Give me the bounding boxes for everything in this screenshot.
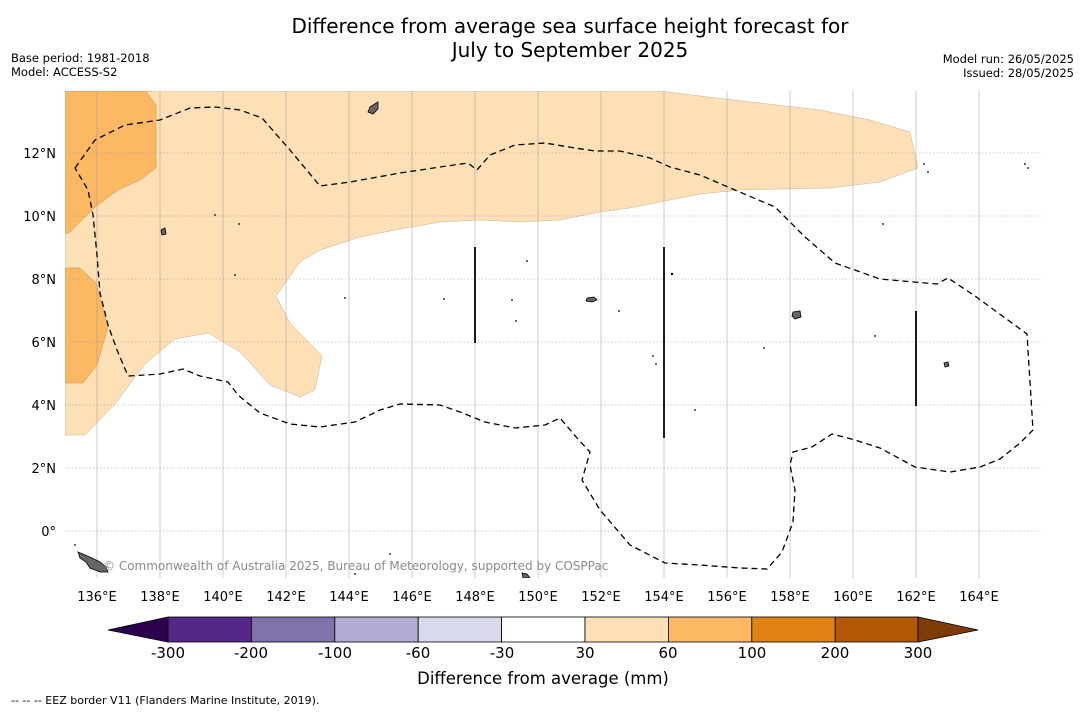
lon-label: 138°E xyxy=(140,590,180,605)
base-period-text: Base period: 1981-2018 xyxy=(11,51,150,65)
meta-right: Model run: 26/05/2025 Issued: 28/05/2025 xyxy=(943,52,1074,80)
lon-label: 160°E xyxy=(833,590,873,605)
model-run-text: Model run: 26/05/2025 xyxy=(942,52,1074,66)
lat-label: 12°N xyxy=(23,147,56,162)
meta-left: Base period: 1981-2018 Model: ACCESS-S2 xyxy=(11,51,150,79)
island-guam xyxy=(367,101,379,115)
lon-label: 148°E xyxy=(455,590,495,605)
colorbar-swatch xyxy=(501,616,586,643)
colorbar-tick-label: 100 xyxy=(738,644,767,662)
lat-label: 10°N xyxy=(23,210,56,225)
lon-label: 142°E xyxy=(266,590,306,605)
colorbar-tick-label: -30 xyxy=(490,644,515,662)
colorbar-tick-labels: -300 -200 -100 -60 -30 30 60 100 200 300 xyxy=(151,644,932,662)
colorbar-swatch xyxy=(167,616,252,643)
issued-text: Issued: 28/05/2025 xyxy=(963,66,1074,80)
island-small-south xyxy=(521,572,531,578)
colorbar-tick-label: 30 xyxy=(575,644,594,662)
maritime-boundary-segments xyxy=(474,247,917,438)
island-new-guinea-part xyxy=(77,551,109,573)
lon-label: 164°E xyxy=(959,590,999,605)
island-yap xyxy=(160,227,167,236)
colorbar-tick-label: -300 xyxy=(151,644,185,662)
anomaly-region-60-100-north xyxy=(65,91,157,235)
lat-label: 6°N xyxy=(32,336,57,351)
colorbar-swatch xyxy=(107,616,169,643)
lon-label: 144°E xyxy=(329,590,369,605)
island-pohnpei xyxy=(791,310,802,320)
colorbar-tick-label: -60 xyxy=(406,644,431,662)
lon-label: 162°E xyxy=(896,590,936,605)
gridlines xyxy=(65,91,1042,578)
map-title-line1: Difference from average sea surface heig… xyxy=(291,14,849,38)
colorbar-swatch xyxy=(584,616,669,643)
lat-label: 0° xyxy=(41,525,56,540)
colorbar-swatch xyxy=(417,616,503,643)
island-chuuk xyxy=(585,296,598,303)
longitude-labels: 136°E 138°E 140°E 142°E 144°E 146°E 148°… xyxy=(77,590,999,605)
colorbar-tick-label: -100 xyxy=(318,644,352,662)
model-text: Model: ACCESS-S2 xyxy=(11,65,118,79)
map-area: © Commonwealth of Australia 2025, Bureau… xyxy=(65,91,1042,578)
lon-label: 158°E xyxy=(770,590,810,605)
eez-legend-footnote: -- -- -- EEZ border V11 (Flanders Marine… xyxy=(11,694,320,707)
latitude-labels: 12°N 10°N 8°N 6°N 4°N 2°N 0° xyxy=(23,147,56,540)
colorbar-tick-label: 60 xyxy=(658,644,677,662)
colorbar xyxy=(107,616,979,643)
colorbar-tick-label: 200 xyxy=(821,644,850,662)
colorbar-swatch xyxy=(917,616,979,643)
colorbar-title: Difference from average (mm) xyxy=(417,669,669,688)
lon-label: 152°E xyxy=(581,590,621,605)
colorbar-swatch xyxy=(751,616,836,643)
colorbar-swatch xyxy=(834,616,919,643)
atolls xyxy=(74,163,1029,575)
island-kosrae xyxy=(943,361,950,368)
copyright-credit: © Commonwealth of Australia 2025, Bureau… xyxy=(103,559,608,573)
colorbar-swatch xyxy=(334,616,419,643)
colorbar-swatch xyxy=(668,616,753,643)
colorbar-tick-label: -200 xyxy=(234,644,268,662)
lon-label: 140°E xyxy=(203,590,243,605)
lon-label: 136°E xyxy=(77,590,117,605)
lat-label: 4°N xyxy=(32,399,57,414)
colorbar-tick-label: 300 xyxy=(904,644,933,662)
lon-label: 150°E xyxy=(518,590,558,605)
eez-border xyxy=(74,106,1034,570)
lon-label: 156°E xyxy=(707,590,747,605)
lat-label: 2°N xyxy=(32,462,57,477)
lat-label: 8°N xyxy=(32,273,57,288)
lon-label: 146°E xyxy=(392,590,432,605)
map-title: Difference from average sea surface heig… xyxy=(0,14,1085,62)
lon-label: 154°E xyxy=(644,590,684,605)
islands xyxy=(77,101,950,578)
map-title-line2: July to September 2025 xyxy=(451,38,689,62)
colorbar-swatch xyxy=(250,616,336,643)
